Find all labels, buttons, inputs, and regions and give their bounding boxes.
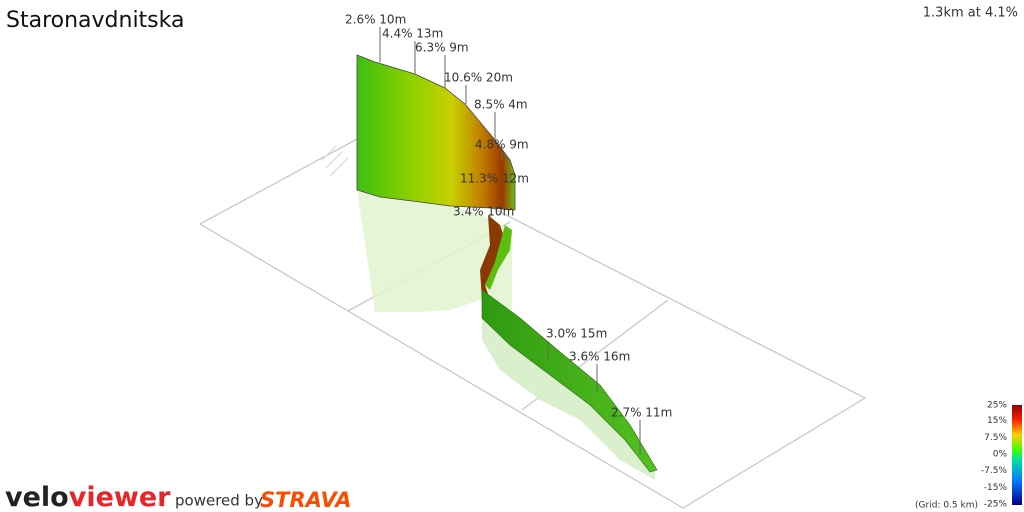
legend: 25% 15% 7.5% 0% -7.5% -15% -25% (981, 401, 1008, 510)
elevation-curtain (356, 54, 658, 480)
segment-label: 4.8% 9m (475, 138, 529, 152)
title: Staronavdnitska (6, 8, 184, 33)
grade-scale (1012, 405, 1022, 505)
segment-label: 2.7% 11m (611, 406, 672, 420)
summary: 1.3km at 4.1% (923, 6, 1018, 21)
logo-velo: velo (5, 482, 69, 512)
scale-label: 0% (993, 450, 1008, 460)
segment-label: 10.6% 20m (444, 71, 513, 85)
scale-label: 15% (987, 416, 1007, 426)
grid-note: (Grid: 0.5 km) (915, 501, 978, 511)
powered-by: powered by (175, 492, 263, 510)
scale-label: -15% (984, 483, 1008, 493)
logo-viewer: viewer (69, 482, 171, 512)
segment-label: 3.6% 16m (569, 350, 630, 364)
segment-label: 8.5% 4m (474, 98, 528, 112)
scale-label: -25% (984, 500, 1008, 510)
segment-label: 6.3% 9m (415, 41, 469, 55)
grid-plane (198, 138, 867, 509)
scale-label: 25% (987, 401, 1007, 411)
segment-label: 3.0% 15m (546, 327, 607, 341)
strava-logo: STRAVA (260, 488, 352, 512)
segment-label: 4.4% 13m (382, 27, 443, 41)
segment-label: 3.4% 10m (453, 205, 514, 219)
segment-label: 2.6% 10m (345, 13, 406, 27)
scale-label: -7.5% (981, 466, 1008, 476)
scale-label: 7.5% (984, 433, 1007, 443)
segment-label: 11.3% 12m (460, 172, 529, 186)
logo: veloviewer (5, 482, 171, 512)
